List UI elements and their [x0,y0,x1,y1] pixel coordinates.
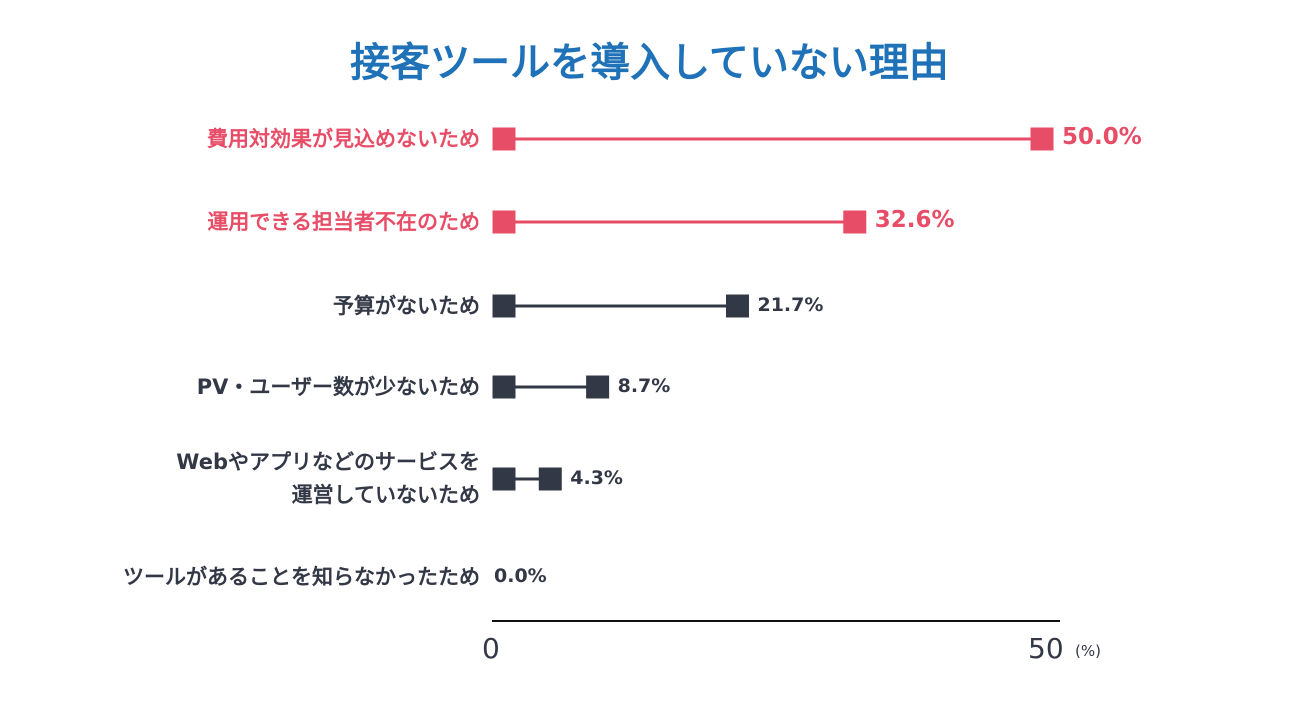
start-marker [492,294,516,318]
category-label: 費用対効果が見込めないため [207,126,480,151]
start-marker [492,375,516,399]
x-unit: (%) [1075,642,1101,660]
category-label: ツールがあることを知らなかったため [123,564,480,589]
x-tick-50: 50 [1028,632,1064,665]
end-marker [1030,127,1054,151]
value-label: 50.0% [1062,124,1142,150]
category-label: Webやアプリなどのサービスを 運営していないため [176,450,480,507]
end-marker [538,467,562,491]
value-label: 21.7% [757,294,824,316]
value-label: 32.6% [874,207,955,233]
end-marker [586,375,610,399]
end-marker [725,294,749,318]
value-label: 8.7% [617,375,671,397]
category-label: 予算がないため [333,293,480,318]
start-marker [492,467,516,491]
x-tick-0: 0 [482,632,500,665]
end-marker [843,210,867,234]
category-label: PV・ユーザー数が少ないため [196,374,480,399]
category-label: 運用できる担当者不在のため [207,209,480,234]
value-label: 4.3% [570,467,623,489]
value-label: 0.0% [494,565,547,587]
chart-title: 接客ツールを導入していない理由 [350,40,949,86]
start-marker [492,127,516,151]
start-marker [492,210,516,234]
